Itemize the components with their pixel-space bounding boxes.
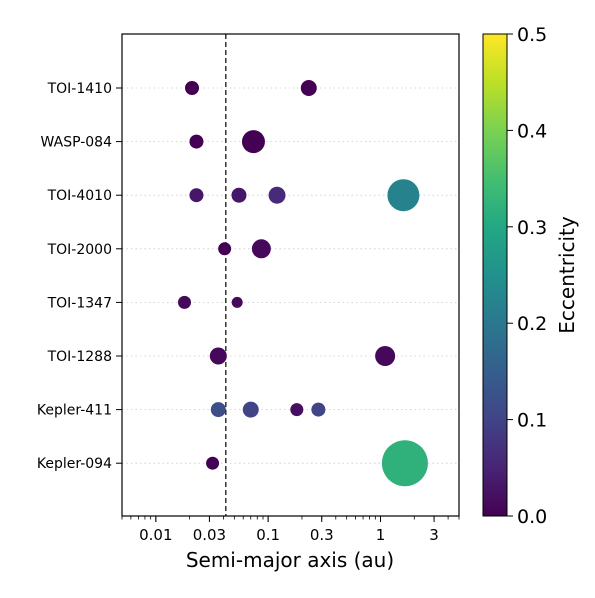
x-axis: 0.01 0.03 0.1 0.3 1 3 — [121, 516, 460, 544]
y-axis: TOI-1410 WASP-084 TOI-4010 TOI-2000 TOI-1347… — [37, 81, 122, 472]
x-tick-label: 0.3 — [310, 526, 334, 544]
colorbar-tick-label: 0.4 — [517, 120, 547, 142]
colorbar-tick-label: 0.0 — [517, 506, 547, 528]
y-tick-label: TOI-1347 — [47, 295, 112, 311]
y-tick-label: WASP-084 — [41, 135, 113, 151]
y-tick-label: TOI-4010 — [47, 188, 112, 204]
data-point — [210, 402, 226, 418]
data-point — [241, 130, 265, 154]
data-point — [251, 239, 271, 259]
data-point — [375, 346, 396, 366]
colorbar: 0.0 0.1 0.2 0.3 0.4 0.5 Eccentricity — [482, 24, 579, 528]
plot-frame — [121, 33, 460, 517]
data-points — [177, 80, 428, 487]
colorbar-ticks: 0.0 0.1 0.2 0.3 0.4 0.5 — [507, 24, 547, 528]
y-tick-label: Kepler-094 — [37, 456, 112, 472]
colorbar-tick-label: 0.2 — [517, 313, 547, 335]
y-tick-label: TOI-2000 — [47, 242, 112, 258]
colorbar-label: Eccentricity — [555, 216, 579, 334]
data-point — [189, 188, 204, 203]
y-tick-label: TOI-1288 — [47, 349, 112, 365]
data-point — [242, 401, 259, 418]
data-point — [206, 456, 220, 470]
data-point — [218, 242, 232, 256]
data-point — [209, 347, 227, 365]
data-point — [381, 440, 428, 487]
data-point — [185, 81, 200, 95]
y-tick-label: TOI-1410 — [47, 81, 112, 97]
data-point — [231, 187, 247, 203]
x-tick-label: 3 — [429, 526, 439, 544]
data-point — [177, 295, 191, 309]
x-tick-label: 0.03 — [193, 526, 226, 544]
data-point — [387, 179, 420, 212]
x-tick-label: 1 — [376, 526, 386, 544]
x-tick-label: 0.1 — [256, 526, 280, 544]
data-point — [311, 402, 326, 417]
y-tick-label: Kepler-411 — [37, 403, 112, 419]
colorbar-tick-label: 0.5 — [517, 24, 547, 46]
data-point — [189, 134, 204, 149]
data-point — [300, 80, 317, 96]
data-point — [290, 403, 304, 417]
data-point — [231, 296, 243, 308]
x-axis-label: Semi-major axis (au) — [186, 548, 394, 572]
colorbar-tick-label: 0.1 — [517, 410, 547, 432]
colorbar-tick-label: 0.3 — [517, 217, 547, 239]
colorbar-gradient — [482, 33, 508, 517]
x-tick-label: 0.01 — [139, 526, 172, 544]
grid-lines — [122, 87, 459, 464]
data-point — [268, 186, 286, 204]
